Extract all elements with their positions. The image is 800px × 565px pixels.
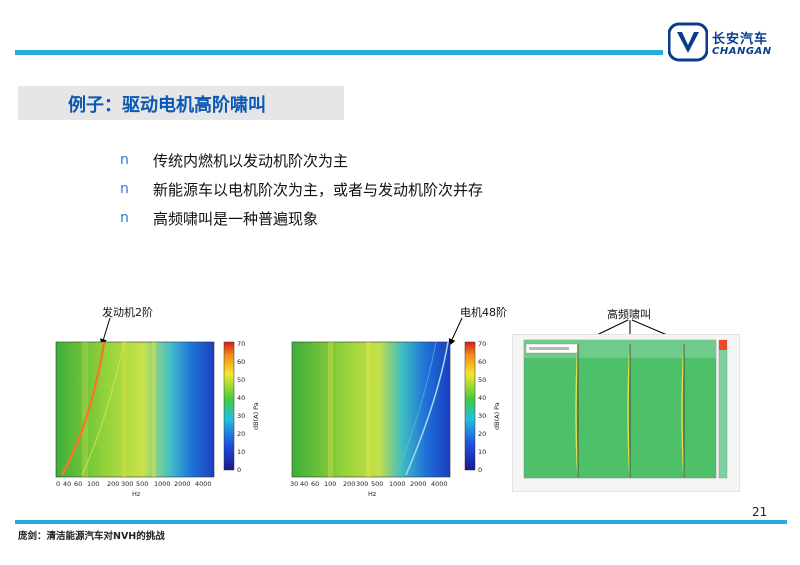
colorbar-tick: 40	[237, 394, 245, 402]
changan-v-emblem-icon	[668, 22, 708, 62]
bullet-marker: n	[120, 210, 129, 226]
bullet-text: 新能源车以电机阶次为主，或者与发动机阶次并存	[153, 181, 484, 199]
slide-title-box: 例子：驱动电机高阶啸叫	[18, 86, 344, 120]
x-axis-label: Hz	[132, 490, 141, 498]
changan-logo: 长安汽车 CHANGAN	[668, 22, 788, 66]
colorbar-tick: 70	[237, 340, 245, 348]
slide-title: 例子：驱动电机高阶啸叫	[68, 95, 266, 116]
x-axis-label: Hz	[368, 490, 377, 498]
colorbar-tick: 50	[478, 376, 486, 384]
colorbar	[223, 341, 235, 471]
x-tick: 2000	[174, 480, 191, 488]
spectrogram-motor: 70 60 50 40 30 20 10 0 dB(A) Pa 30 40 60…	[288, 340, 508, 500]
colorbar	[718, 339, 728, 479]
bullet-text: 高频啸叫是一种普遍现象	[153, 210, 319, 228]
motor-order-line	[405, 341, 449, 476]
colorbar-tick: 0	[237, 466, 241, 474]
whine-line	[627, 343, 631, 479]
x-tick: 500	[136, 480, 148, 488]
arrow-engine-order	[100, 317, 111, 346]
colorbar	[464, 341, 476, 471]
annotation-whine: 高频啸叫	[607, 308, 651, 321]
x-tick: 40	[300, 480, 308, 488]
colorbar-tick: 30	[478, 412, 486, 420]
x-tick: 300	[121, 480, 133, 488]
spectrogram-area	[291, 341, 451, 478]
x-tick: 30	[290, 480, 298, 488]
colorbar-tick: 10	[478, 448, 486, 456]
x-tick: 100	[324, 480, 336, 488]
annotation-motor-order: 电机48阶	[460, 306, 507, 319]
bullet-marker: n	[120, 181, 129, 197]
x-tick: 4000	[195, 480, 212, 488]
colorbar-label: dB(A) Pa	[493, 402, 501, 430]
colorbar-tick: 50	[237, 376, 245, 384]
colorbar-tick: 20	[237, 430, 245, 438]
x-tick: 200	[107, 480, 119, 488]
whine-line	[575, 343, 579, 479]
x-tick: 200	[343, 480, 355, 488]
logo-en-text: CHANGAN	[712, 46, 772, 57]
x-tick: 1000	[389, 480, 406, 488]
footer-citation: 庞剑：清洁能源汽车对NVH的挑战	[18, 531, 165, 542]
bullet-marker: n	[120, 152, 129, 168]
x-tick: 4000	[431, 480, 448, 488]
spectrogram-engine: 70 60 50 40 30 20 10 0 dB(A) Pa 0 40 60 …	[52, 340, 267, 500]
x-tick: 2000	[410, 480, 427, 488]
header-rule	[15, 50, 663, 55]
colorbar-label: dB(A) Pa	[252, 402, 260, 430]
colorbar-tick: 10	[237, 448, 245, 456]
logo-cn-text: 长安汽车	[712, 32, 769, 47]
annotation-engine-order: 发动机2阶	[102, 306, 153, 319]
colorbar-tick: 70	[478, 340, 486, 348]
whine-line	[681, 343, 685, 479]
x-tick: 500	[371, 480, 383, 488]
engine-order-line	[60, 341, 106, 476]
x-tick: 60	[311, 480, 319, 488]
arrow-motor-order	[448, 317, 463, 346]
spectrogram-whine	[512, 334, 740, 492]
colorbar-tick: 40	[478, 394, 486, 402]
colorbar-tick: 0	[478, 466, 482, 474]
x-tick: 1000	[154, 480, 171, 488]
spectrogram-area	[523, 339, 717, 479]
footer-rule	[15, 520, 787, 524]
x-tick: 300	[356, 480, 368, 488]
x-tick: 100	[87, 480, 99, 488]
colorbar-tick: 20	[478, 430, 486, 438]
colorbar-tick: 30	[237, 412, 245, 420]
x-tick: 60	[74, 480, 82, 488]
page-number: 21	[752, 505, 768, 519]
x-tick: 40	[63, 480, 71, 488]
x-tick: 0	[56, 480, 60, 488]
colorbar-tick: 60	[478, 358, 486, 366]
bullet-text: 传统内燃机以发动机阶次为主	[153, 152, 349, 170]
spectrogram-area	[55, 341, 215, 478]
colorbar-tick: 60	[237, 358, 245, 366]
